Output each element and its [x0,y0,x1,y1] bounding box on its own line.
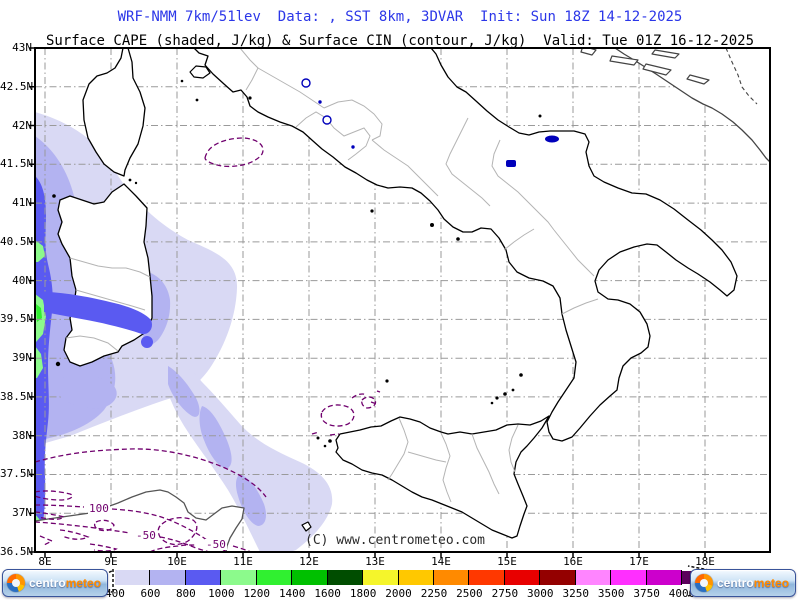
colorbar-tick-label: 2750 [491,587,519,600]
centrometeo-wordmark: centrometeo [29,576,101,590]
colorbar-tick-label: 3750 [633,587,660,600]
colorbar-cell [398,570,434,585]
lat-tick-label: 39.5N [0,312,34,326]
cin-contour-label: -50 [205,538,227,551]
colorbar-cell [363,570,399,585]
colorbar-tick-label: 2250 [420,587,448,600]
colorbar-tick-label: 3250 [562,587,589,600]
small-islands [52,65,542,532]
colorbar-cell [540,570,576,585]
lon-tick-label: 13E [365,555,385,568]
brand-meteo: meteo [65,576,102,590]
lon-tick-label: 16E [563,555,583,568]
lon-tick-label: 18E [695,555,715,568]
colorbar-cell [504,570,541,585]
brand-centro: centro [717,576,754,590]
colorbar-cell [646,570,683,585]
colorbar-tick-label: 800 [175,587,196,600]
field-valid-title: Surface CAPE (shaded, J/kg) & Surface CI… [45,33,754,49]
lat-tick-label: 42.5N [0,79,34,93]
lat-tick-label: 39N [12,351,32,365]
colorbar-cell [221,570,257,585]
colorbar-tick-label: 2000 [385,587,412,600]
colorbar-tick-label: 1200 [243,587,271,600]
lat-tick-label: 38N [12,428,32,442]
colorbar-cell [292,570,328,585]
lon-tick-label: 9E [104,555,118,568]
colorbar-tick-label: 3500 [597,587,625,600]
centrometeo-swirl-icon [695,574,713,592]
cin-contour-label: -50 [135,529,157,542]
colorbar-cell [327,570,364,585]
colorbar-tick-label: 2500 [456,587,483,600]
colorbar-cell [611,570,647,585]
colorbar-tick-label: 1600 [314,587,341,600]
adriatic-islands [580,48,710,85]
lat-tick-label: 37N [12,506,32,520]
colorbar-cell [150,570,186,585]
coast-sicily [335,415,550,539]
colorbar-tick-label: 1800 [349,587,377,600]
balkan-border [725,48,758,105]
colorbar-cell [433,570,470,585]
lat-tick-label: 38.5N [0,389,34,403]
copyright-watermark: (C) www.centrometeo.com [305,533,486,548]
cape-shading-overlay [44,292,153,409]
colorbar-cell [469,570,505,585]
centrometeo-swirl-icon [7,574,25,592]
lon-tick-label: 17E [629,555,649,568]
colorbar-cell [115,570,151,585]
lat-tick-label: 41.5N [0,157,34,171]
region-borders [65,48,599,503]
lakes [301,78,559,167]
model-init-title: WRF-NMM 7km/51lev Data: , SST 8km, 3DVAR… [117,9,683,25]
lat-tick-label: 40N [12,273,32,287]
brand-meteo: meteo [753,576,790,590]
map-frame [34,47,771,553]
lon-tick-label: 15E [497,555,517,568]
axis-ticks [29,47,706,558]
colorbar-cell [185,570,222,585]
lat-tick-label: 43N [12,41,32,54]
lat-tick-label: 40.5N [0,234,34,248]
colorbar-tick-label: 1400 [278,587,306,600]
brand-centro: centro [29,576,66,590]
colorbar-tick-label: 1000 [208,587,235,600]
lon-tick-label: 10E [167,555,187,568]
colorbar-cell [256,570,293,585]
cin-contour-label: 100 [88,502,110,515]
colorbar-tick-label: 600 [140,587,161,600]
lat-tick-label: 37.5N [0,467,34,481]
coastlines [35,48,770,552]
lat-tick-label: 36.5N [0,545,34,558]
lon-tick-label: 11E [233,555,253,568]
lat-tick-label: 42N [12,118,32,132]
coast-balkans [614,48,770,163]
lon-tick-label: 12E [299,555,319,568]
lat-tick-label: 41N [12,196,32,210]
colorbar-tick-label: 400 [105,587,125,600]
colorbar-cell [575,570,612,585]
colorbar-tick-label: 3000 [527,587,554,600]
centrometeo-wordmark: centrometeo [717,576,789,590]
lon-tick-label: 8E [38,555,52,568]
colorbar-tick-label: 4000 [668,587,696,600]
centrometeo-logo: centrometeo [690,569,796,597]
coast-italy-peninsula [193,48,738,442]
lon-tick-label: 14E [431,555,451,568]
coast-corsica [82,48,146,177]
centrometeo-logo: centrometeo [2,569,108,597]
